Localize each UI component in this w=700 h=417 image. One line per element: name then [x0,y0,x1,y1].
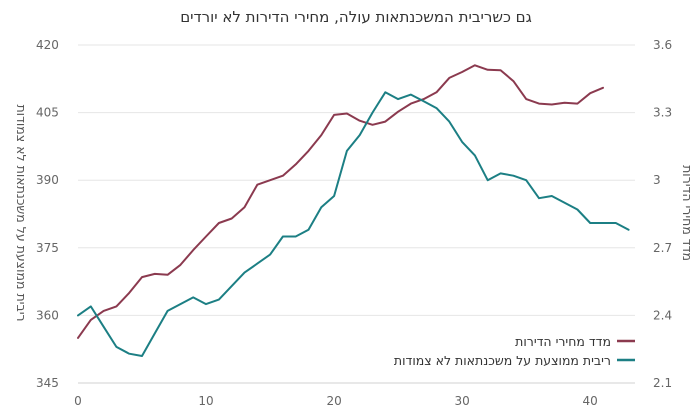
series-line-housing-index [77,64,604,339]
right-axis-title: מדד מחירי הדירות [680,165,695,261]
right-tick-label: 2.4 [653,308,672,322]
x-tick-label: 40 [583,394,598,408]
left-axis-title: ריבית ממוצעת על משכנתאות לא צמודות [14,104,29,321]
x-tick-label: 30 [454,394,469,408]
right-tick-label: 3 [653,173,661,187]
series-lines [77,64,630,357]
left-tick-label: 420 [36,38,59,52]
x-tick-label: 20 [326,394,341,408]
gridlines [78,44,635,384]
right-tick-label: 2.7 [653,241,672,255]
legend-label-housing-index: מדד מחירי הדירות [515,334,611,349]
left-tick-label: 405 [36,106,59,120]
left-tick-label: 375 [36,241,59,255]
right-axis-ticks: 2.1 2.4 2.7 3 3.3 3.6 [653,38,672,390]
chart-title: גם כשריבית המשכנתאות עולה, מחירי הדירות … [180,8,532,26]
right-tick-label: 2.1 [653,376,672,390]
left-axis-ticks: 345 360 375 390 405 420 [36,38,59,390]
right-tick-label: 3.3 [653,106,672,120]
x-tick-label: 0 [74,394,82,408]
series-line-mortgage-rate [77,91,630,357]
x-axis-ticks: 0 10 20 30 40 [74,394,598,408]
legend-label-mortgage-rate: ריבית ממוצעת על משכנתאות לא צמודות [394,353,611,368]
x-tick-label: 10 [198,394,213,408]
left-tick-label: 360 [36,308,59,322]
left-tick-label: 390 [36,173,59,187]
legend: מדד מחירי הדירות ריבית ממוצעת על משכנתאו… [394,334,635,368]
left-tick-label: 345 [36,376,59,390]
right-tick-label: 3.6 [653,38,672,52]
